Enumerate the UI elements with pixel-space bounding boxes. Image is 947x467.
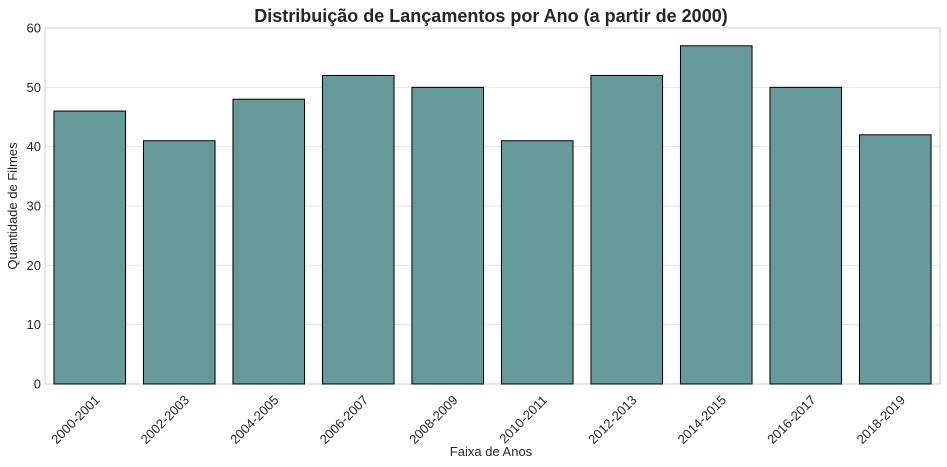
- y-axis-label: Quantidade de Filmes: [5, 142, 20, 270]
- bar-2016-2017: [769, 86, 843, 385]
- bar-2014-2015: [679, 45, 753, 385]
- x-tick-label: 2006-2007: [317, 392, 372, 447]
- y-tick-label: 60: [27, 21, 41, 36]
- bar-2012-2013: [590, 74, 664, 385]
- bar-2008-2009: [411, 86, 485, 385]
- x-tick-label: 2008-2009: [406, 392, 461, 447]
- x-tick-label: 2000-2001: [48, 392, 103, 447]
- y-tick-label: 0: [34, 377, 41, 392]
- chart-title: Distribuição de Lançamentos por Ano (a p…: [254, 6, 727, 26]
- bar-2002-2003: [142, 140, 216, 385]
- x-tick-label: 2014-2015: [675, 392, 730, 447]
- bar-2018-2019: [858, 134, 932, 385]
- bar-2004-2005: [232, 98, 306, 385]
- x-tick-label: 2002-2003: [138, 392, 193, 447]
- x-axis-label: Faixa de Anos: [450, 444, 533, 459]
- y-tick-label: 20: [27, 258, 41, 273]
- x-tick-label: 2018-2019: [854, 392, 909, 447]
- x-tick-label: 2012-2013: [585, 392, 640, 447]
- x-tick-label: 2010-2011: [496, 392, 550, 446]
- bar-2000-2001: [53, 110, 127, 385]
- y-axis-ticks: 0 10 20 30 40 50 60: [27, 21, 41, 392]
- y-tick-label: 10: [27, 317, 41, 332]
- plot-area-frame: [44, 27, 941, 385]
- bar-2006-2007: [321, 74, 395, 385]
- bars-group: [53, 45, 932, 385]
- x-tick-label: 2004-2005: [227, 392, 282, 447]
- bar-2010-2011: [500, 140, 574, 385]
- y-tick-label: 40: [27, 139, 41, 154]
- y-tick-label: 50: [27, 80, 41, 95]
- x-tick-label: 2016-2017: [764, 392, 819, 447]
- x-axis-ticks: 2000-2001 2002-2003 2004-2005 2006-2007 2008…: [48, 392, 908, 447]
- y-tick-label: 30: [27, 199, 41, 214]
